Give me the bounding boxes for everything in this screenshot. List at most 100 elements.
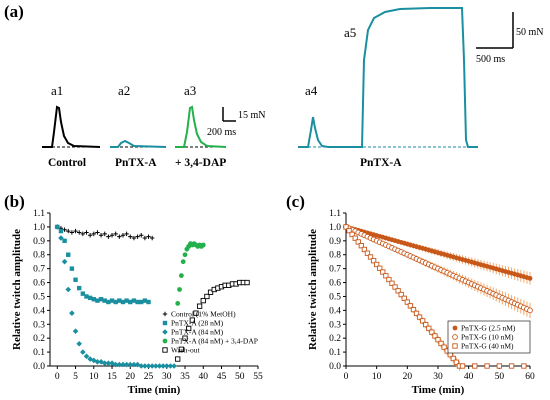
point-b-2 xyxy=(145,363,152,369)
point-b-2 xyxy=(160,363,166,369)
point-b-2 xyxy=(120,361,126,368)
point-c-2 xyxy=(410,306,417,313)
point-b-0 xyxy=(69,230,75,235)
point-b-0 xyxy=(76,230,82,235)
point-c-2 xyxy=(374,261,380,268)
point-b-4 xyxy=(200,297,206,304)
point-c-2-tail xyxy=(521,363,527,369)
legend-marker-b-3 xyxy=(162,338,168,344)
point-b-0 xyxy=(131,235,137,241)
point-b-1 xyxy=(95,298,100,303)
point-b-0 xyxy=(87,233,93,238)
trace-a3-dap xyxy=(175,105,227,148)
point-b-3 xyxy=(177,287,182,292)
y-tick-label: 0.7 xyxy=(33,265,45,275)
y-tick-label: 1.1 xyxy=(329,209,341,219)
point-b-3 xyxy=(182,252,188,258)
legend-marker-c-1 xyxy=(452,334,458,340)
x-tick-label: 30 xyxy=(162,372,172,382)
chart-c: 0.0 0.1 0.2 0.3 0.4 0.5 0.6 0.7 0.8 0.9 1.0 1.1 0 10 2… xyxy=(307,209,535,396)
point-b-2 xyxy=(65,286,72,293)
point-c-2 xyxy=(395,288,401,294)
scale-small-amplitude: 15 mN xyxy=(238,110,266,121)
panel-label-c: (c) xyxy=(286,192,305,211)
point-b-0 xyxy=(124,231,129,237)
y-tick-label: 0.1 xyxy=(329,348,341,358)
point-b-0 xyxy=(98,233,104,238)
point-b-0 xyxy=(128,234,133,239)
legend-marker-b-1 xyxy=(162,320,168,326)
point-b-2 xyxy=(87,356,93,362)
point-b-2 xyxy=(72,328,79,335)
point-b-1 xyxy=(98,297,104,302)
point-b-1 xyxy=(102,298,107,303)
point-b-2 xyxy=(112,361,119,368)
scale-small-time: 200 ms xyxy=(207,127,236,138)
point-c-2 xyxy=(450,355,456,362)
point-c-2 xyxy=(426,325,432,332)
point-c-2-tail xyxy=(484,363,490,369)
point-b-1 xyxy=(62,238,67,244)
point-c-0 xyxy=(527,275,533,281)
y-axis-title: Relative twitch amplitude xyxy=(307,229,319,350)
point-b-0 xyxy=(91,231,96,237)
point-c-2-tail xyxy=(472,363,478,369)
point-b-1 xyxy=(120,299,126,305)
point-b-0 xyxy=(102,231,107,237)
y-tick-label: 0.0 xyxy=(329,362,341,372)
point-b-2 xyxy=(153,363,159,369)
x-tick-label: 35 xyxy=(180,372,190,382)
x-tick-label: 5 xyxy=(73,372,78,382)
x-tick-label: 60 xyxy=(525,372,535,382)
y-tick-label: 0.5 xyxy=(33,292,45,302)
x-axis-title: Time (min) xyxy=(412,384,465,396)
trace-label-a4: a4 xyxy=(305,83,318,98)
point-b-2 xyxy=(123,361,130,368)
point-b-4 xyxy=(178,346,185,352)
y-tick-label: 0.9 xyxy=(329,237,341,247)
y-tick-label: 0.5 xyxy=(329,292,341,302)
y-tick-label: 1.0 xyxy=(33,223,45,233)
point-c-2 xyxy=(423,321,429,328)
point-b-4 xyxy=(207,289,214,295)
point-b-4 xyxy=(196,303,203,309)
legend-marker-b-2 xyxy=(162,329,168,335)
point-b-0 xyxy=(149,235,155,241)
condition-label-a3: + 3,4-DAP xyxy=(175,157,226,169)
point-c-2 xyxy=(401,295,407,301)
legend-label-b-2: PnTX-A (84 nM) xyxy=(171,328,224,337)
point-b-0 xyxy=(146,234,151,239)
point-c-2 xyxy=(377,265,383,271)
legend-label-b-3: PnTX-A (84 nM) + 3,4-DAP xyxy=(171,337,258,346)
point-b-2 xyxy=(69,310,75,316)
chart-b: 0.0 0.1 0.2 0.3 0.4 0.5 0.6 0.7 0.8 0.9 1.0 1.1 0 5 10… xyxy=(11,209,263,396)
point-c-2 xyxy=(435,337,441,343)
point-b-0 xyxy=(84,230,89,235)
scale-large-time: 500 ms xyxy=(476,54,505,65)
panel-label-a: (a) xyxy=(4,2,24,21)
point-c-2 xyxy=(383,273,389,279)
point-b-3 xyxy=(180,259,186,265)
legend-marker-b-4 xyxy=(162,347,168,353)
point-b-2 xyxy=(171,363,177,369)
y-tick-label: 0.7 xyxy=(329,265,341,275)
point-c-2 xyxy=(438,340,444,347)
point-b-1 xyxy=(109,298,115,303)
x-tick-label: 50 xyxy=(495,372,505,382)
point-b-0 xyxy=(80,231,86,237)
point-c-2 xyxy=(349,231,355,238)
legend-label-c-1: PnTX-G (10 nM) xyxy=(461,333,514,342)
point-b-4 xyxy=(193,310,199,316)
point-b-1 xyxy=(73,277,78,282)
point-b-2 xyxy=(83,353,90,360)
x-tick-label: 15 xyxy=(107,372,117,382)
point-c-2 xyxy=(429,329,435,335)
panel-a-traces: a1 a2 a3 a4 a5 15 mN 200 ms 50 mN 500 ms xyxy=(42,7,544,169)
x-tick-label: 40 xyxy=(464,372,474,382)
point-b-2 xyxy=(54,224,61,230)
point-b-3 xyxy=(175,301,181,306)
point-b-1 xyxy=(58,228,64,234)
point-b-0 xyxy=(113,231,118,237)
point-b-3 xyxy=(200,242,206,248)
y-tick-label: 0.9 xyxy=(33,237,45,247)
